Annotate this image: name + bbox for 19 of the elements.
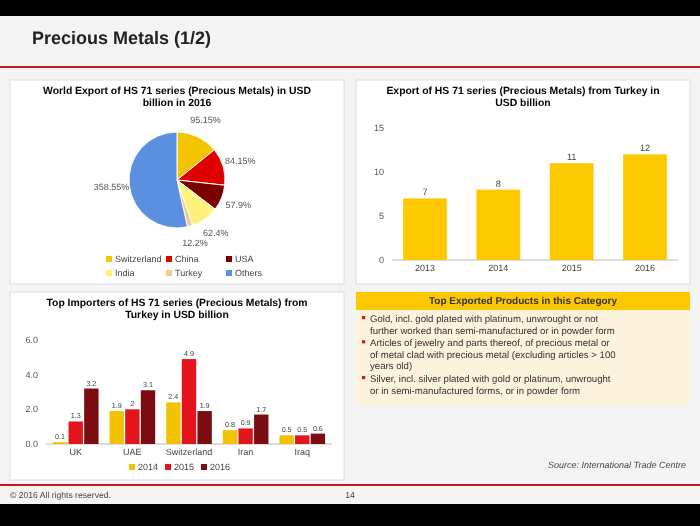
bar [623,154,667,260]
bar [295,435,310,444]
text: Precious Metals (1/2) [32,28,212,48]
bar [222,430,238,444]
bar [125,409,140,444]
bar [238,428,253,444]
bar [181,359,197,444]
bar [279,435,294,444]
bar [549,163,594,260]
bar [403,198,447,260]
bar [197,411,212,444]
bar [476,189,521,260]
bar [109,411,124,444]
bar [166,402,181,444]
bar [310,433,326,444]
bar [84,388,99,444]
bar [140,390,156,444]
bar [254,414,269,444]
bar [68,421,83,444]
